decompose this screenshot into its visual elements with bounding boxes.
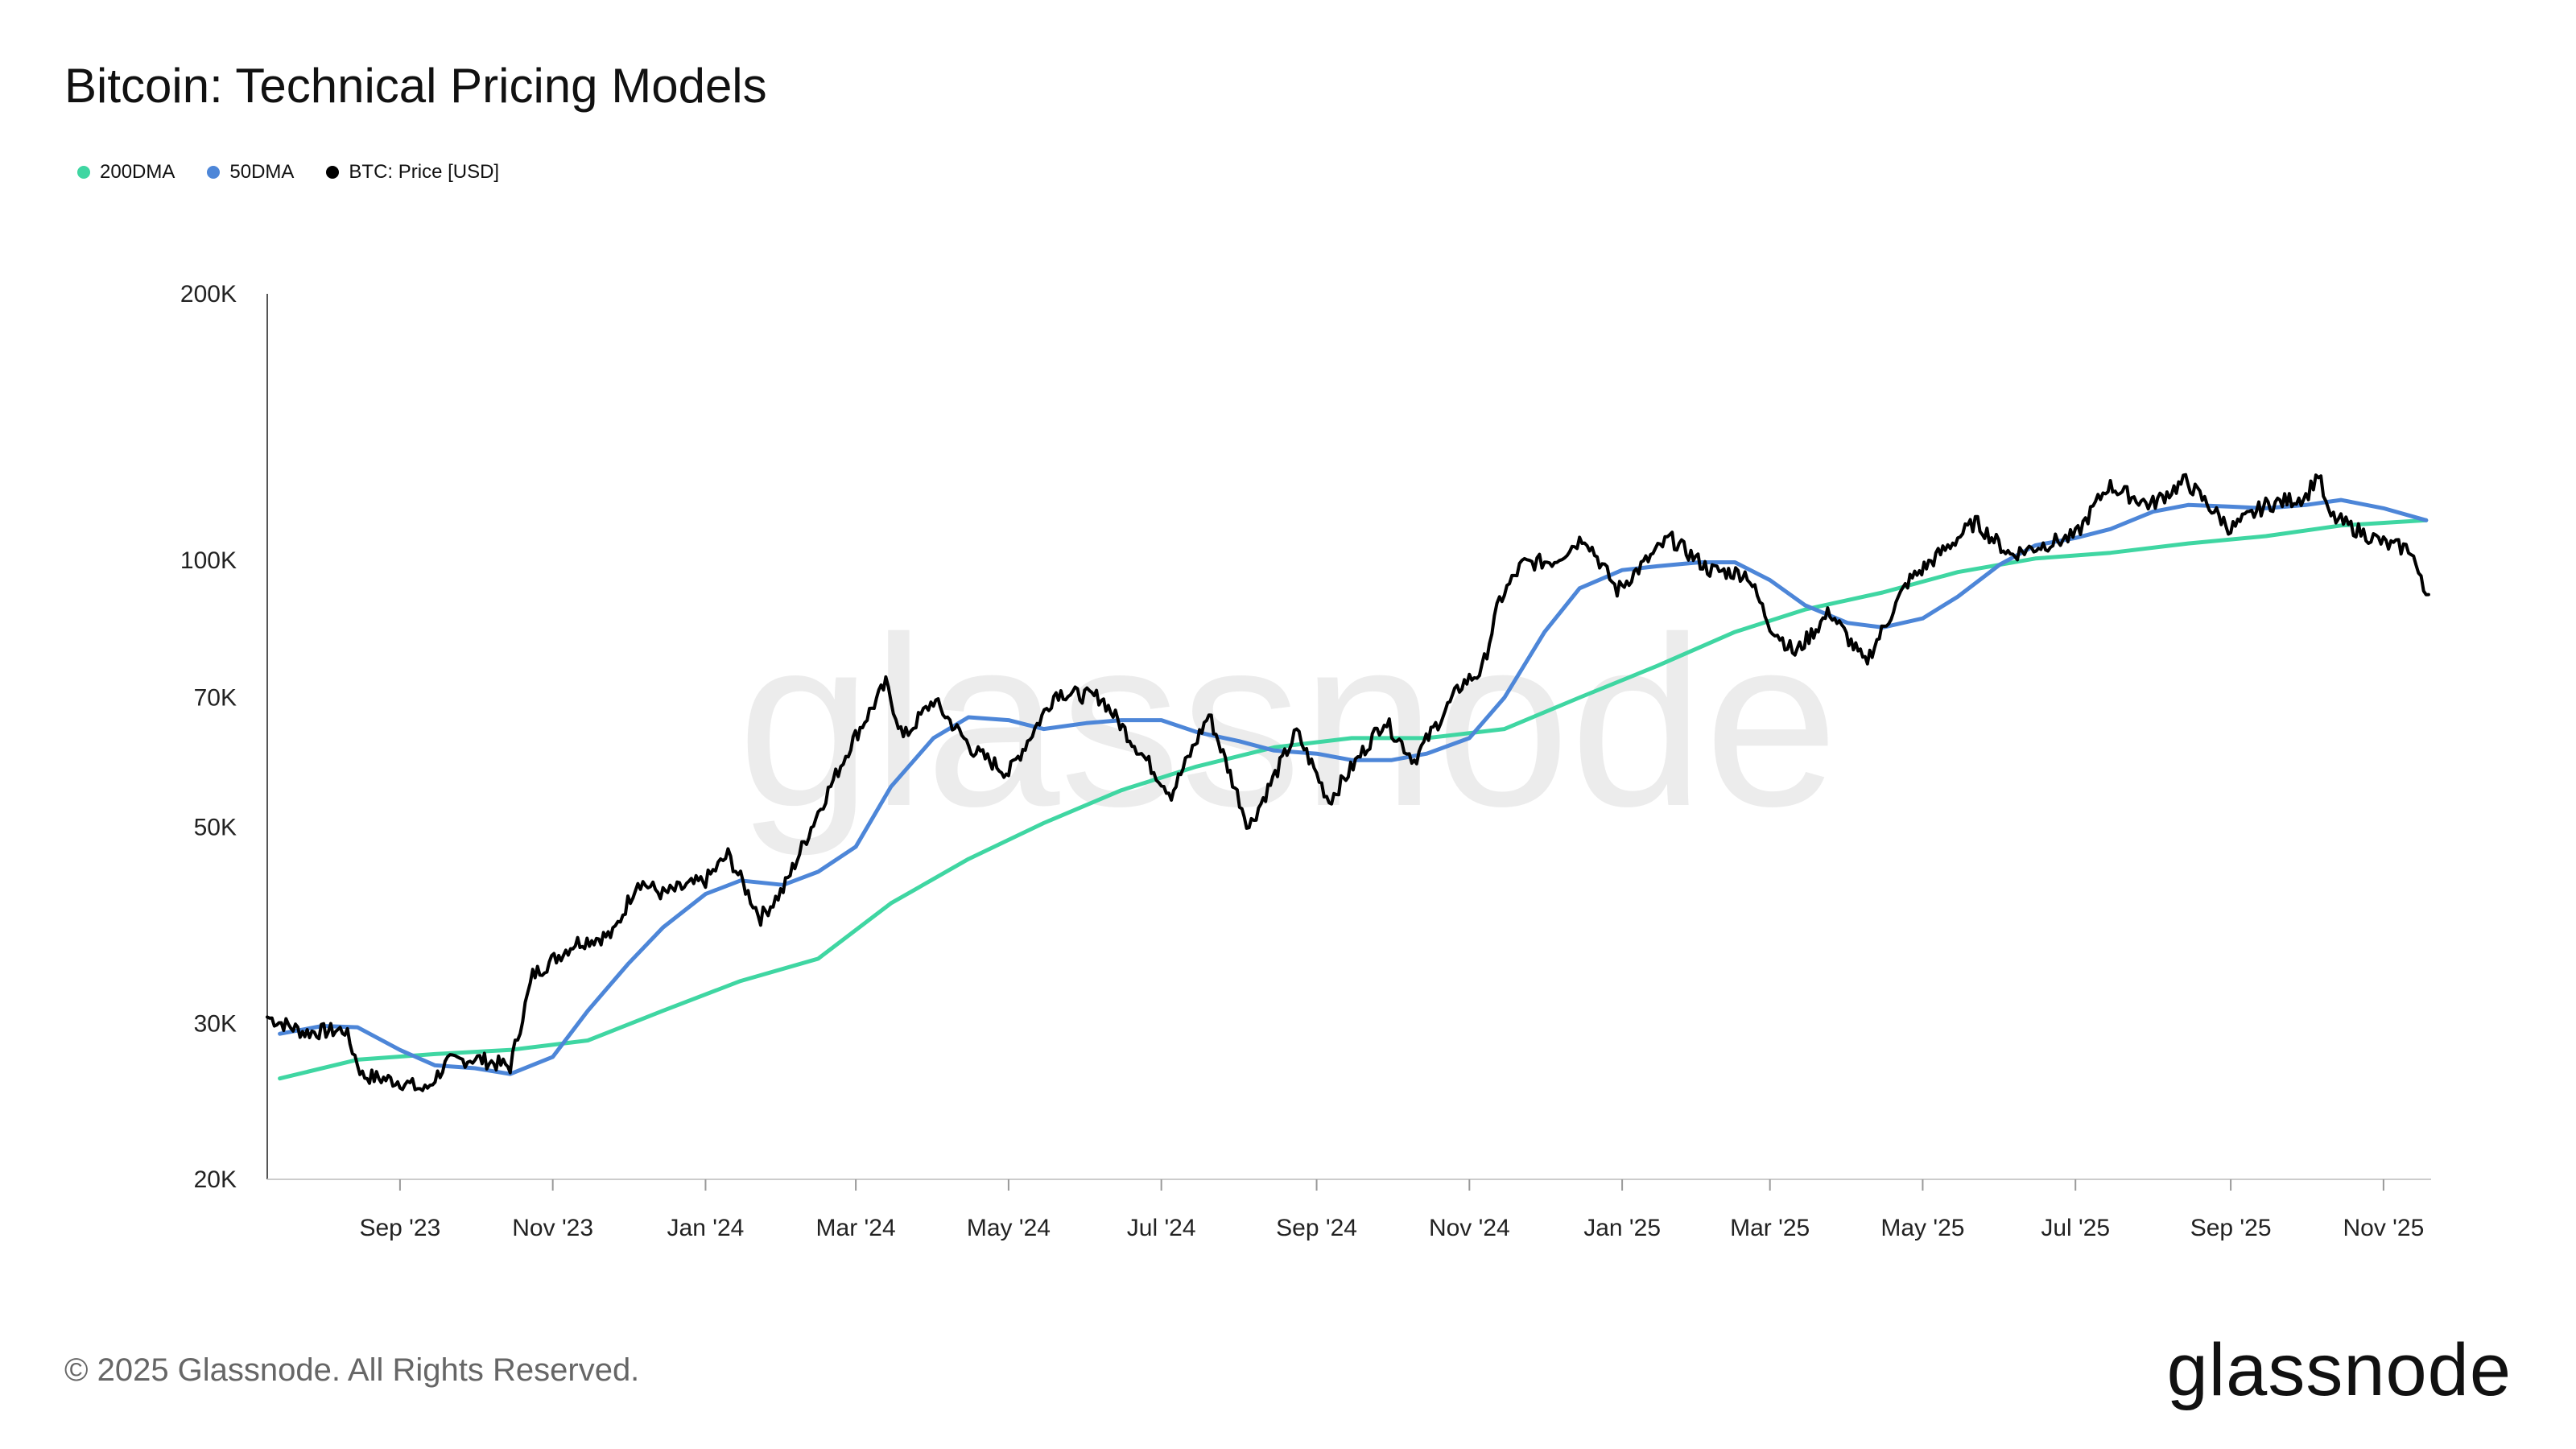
legend-label-50dma: 50DMA: [229, 161, 295, 183]
legend-item-200dma[interactable]: 200DMA: [77, 161, 175, 184]
x-tick-label: Nov '23: [512, 1215, 593, 1241]
x-tick-label: Mar '25: [1730, 1215, 1810, 1241]
x-tick-label: Jan '25: [1583, 1215, 1661, 1241]
x-tick-label: Jan '24: [667, 1215, 745, 1241]
y-tick-label: 200K: [180, 281, 237, 308]
chart-ticks: 20K 30K 50K 70K 100K 200K Sep '23 Nov '23 Jan '2…: [180, 281, 2424, 1241]
x-tick-label: Sep '23: [359, 1215, 440, 1241]
chart-axes: [266, 294, 2431, 1180]
x-tick-label: Mar '24: [816, 1215, 896, 1241]
series-line-200dma: [278, 518, 2429, 1081]
legend-dot-50dma: [207, 166, 221, 179]
chart-series: [266, 473, 2430, 1092]
legend-item-50dma[interactable]: 50DMA: [207, 161, 294, 184]
copyright-footer: © 2025 Glassnode. All Rights Reserved.: [64, 1352, 640, 1388]
brand-logo: glassnode: [2166, 1329, 2512, 1411]
chart-title: Bitcoin: Technical Pricing Models: [64, 59, 767, 113]
x-tick-label: Nov '24: [1429, 1215, 1510, 1241]
y-tick-label: 30K: [194, 1010, 237, 1037]
legend-label-200dma: 200DMA: [100, 161, 175, 183]
x-tick-label: Sep '25: [2190, 1215, 2272, 1241]
x-tick-label: May '24: [967, 1215, 1051, 1241]
x-tick-label: May '25: [1880, 1215, 1964, 1241]
x-tick-label: Sep '24: [1276, 1215, 1357, 1241]
y-tick-label: 100K: [180, 547, 237, 574]
legend-item-btc-price[interactable]: BTC: Price [USD]: [326, 161, 499, 184]
x-tick-label: Nov '25: [2343, 1215, 2424, 1241]
series-line-btc-price: [266, 473, 2430, 1092]
x-tick-label: Jul '25: [2041, 1215, 2110, 1241]
legend-dot-btc-price: [326, 166, 340, 179]
x-tick-label: Jul '24: [1127, 1215, 1196, 1241]
y-tick-label: 20K: [194, 1166, 237, 1193]
y-tick-label: 50K: [194, 814, 237, 840]
legend-label-btc-price: BTC: Price [USD]: [349, 161, 500, 183]
legend-dot-200dma: [77, 166, 90, 179]
y-tick-label: 70K: [194, 685, 237, 712]
chart-legend: 200DMA 50DMA BTC: Price [USD]: [77, 161, 499, 184]
watermark-text: glassnode: [737, 586, 1839, 858]
